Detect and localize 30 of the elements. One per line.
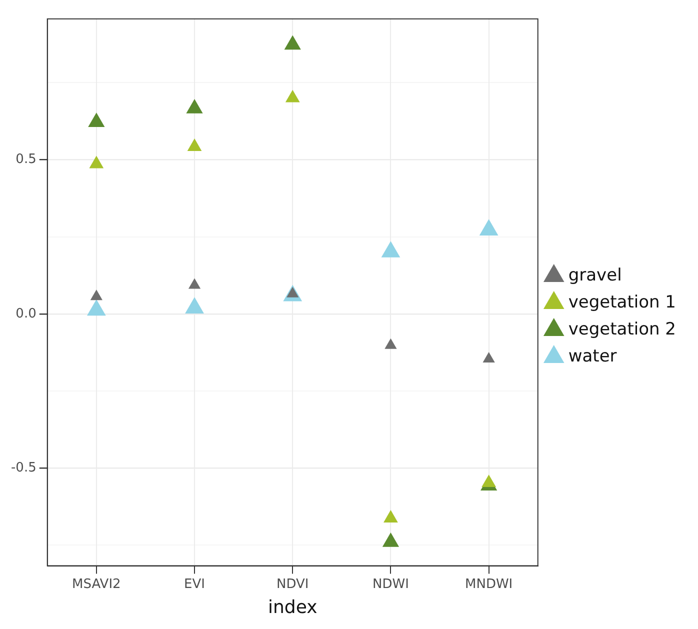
y-tick-label: 0.0 xyxy=(16,306,36,322)
x-tick-label: MSAVI2 xyxy=(72,576,121,592)
legend-label: water xyxy=(568,346,617,366)
point xyxy=(88,112,105,127)
legend-label: vegetation 2 xyxy=(568,319,676,340)
point xyxy=(90,290,102,300)
legend-label: vegetation 1 xyxy=(568,292,676,312)
point xyxy=(382,532,400,547)
x-tick-label: MNDWI xyxy=(464,576,513,592)
legend-label: gravel xyxy=(568,265,622,286)
point xyxy=(482,474,496,488)
point xyxy=(384,510,398,522)
point xyxy=(381,241,400,258)
point xyxy=(187,138,202,151)
y-tick-label: 0.5 xyxy=(16,152,36,168)
point xyxy=(186,99,203,114)
point xyxy=(188,278,201,289)
x-axis-title: index xyxy=(268,596,318,618)
point xyxy=(284,35,301,50)
point xyxy=(384,338,397,349)
point xyxy=(86,299,106,316)
x-tick-label: NDVI xyxy=(276,576,309,592)
point xyxy=(285,90,300,102)
x-tick-label: NDWI xyxy=(372,576,409,592)
x-tick-label: EVI xyxy=(184,576,205,592)
y-tick-label: -0.5 xyxy=(10,460,36,476)
point xyxy=(185,297,204,314)
point xyxy=(479,219,498,236)
point xyxy=(89,156,104,168)
point xyxy=(482,352,495,362)
